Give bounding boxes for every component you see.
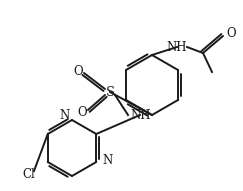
Text: NH: NH — [130, 108, 150, 121]
Text: O: O — [77, 105, 87, 118]
Text: Cl: Cl — [22, 168, 35, 181]
Text: N: N — [102, 154, 113, 167]
Text: S: S — [105, 86, 114, 99]
Text: O: O — [73, 65, 83, 78]
Text: NH: NH — [167, 40, 187, 53]
Text: N: N — [60, 108, 70, 121]
Text: O: O — [226, 27, 236, 40]
